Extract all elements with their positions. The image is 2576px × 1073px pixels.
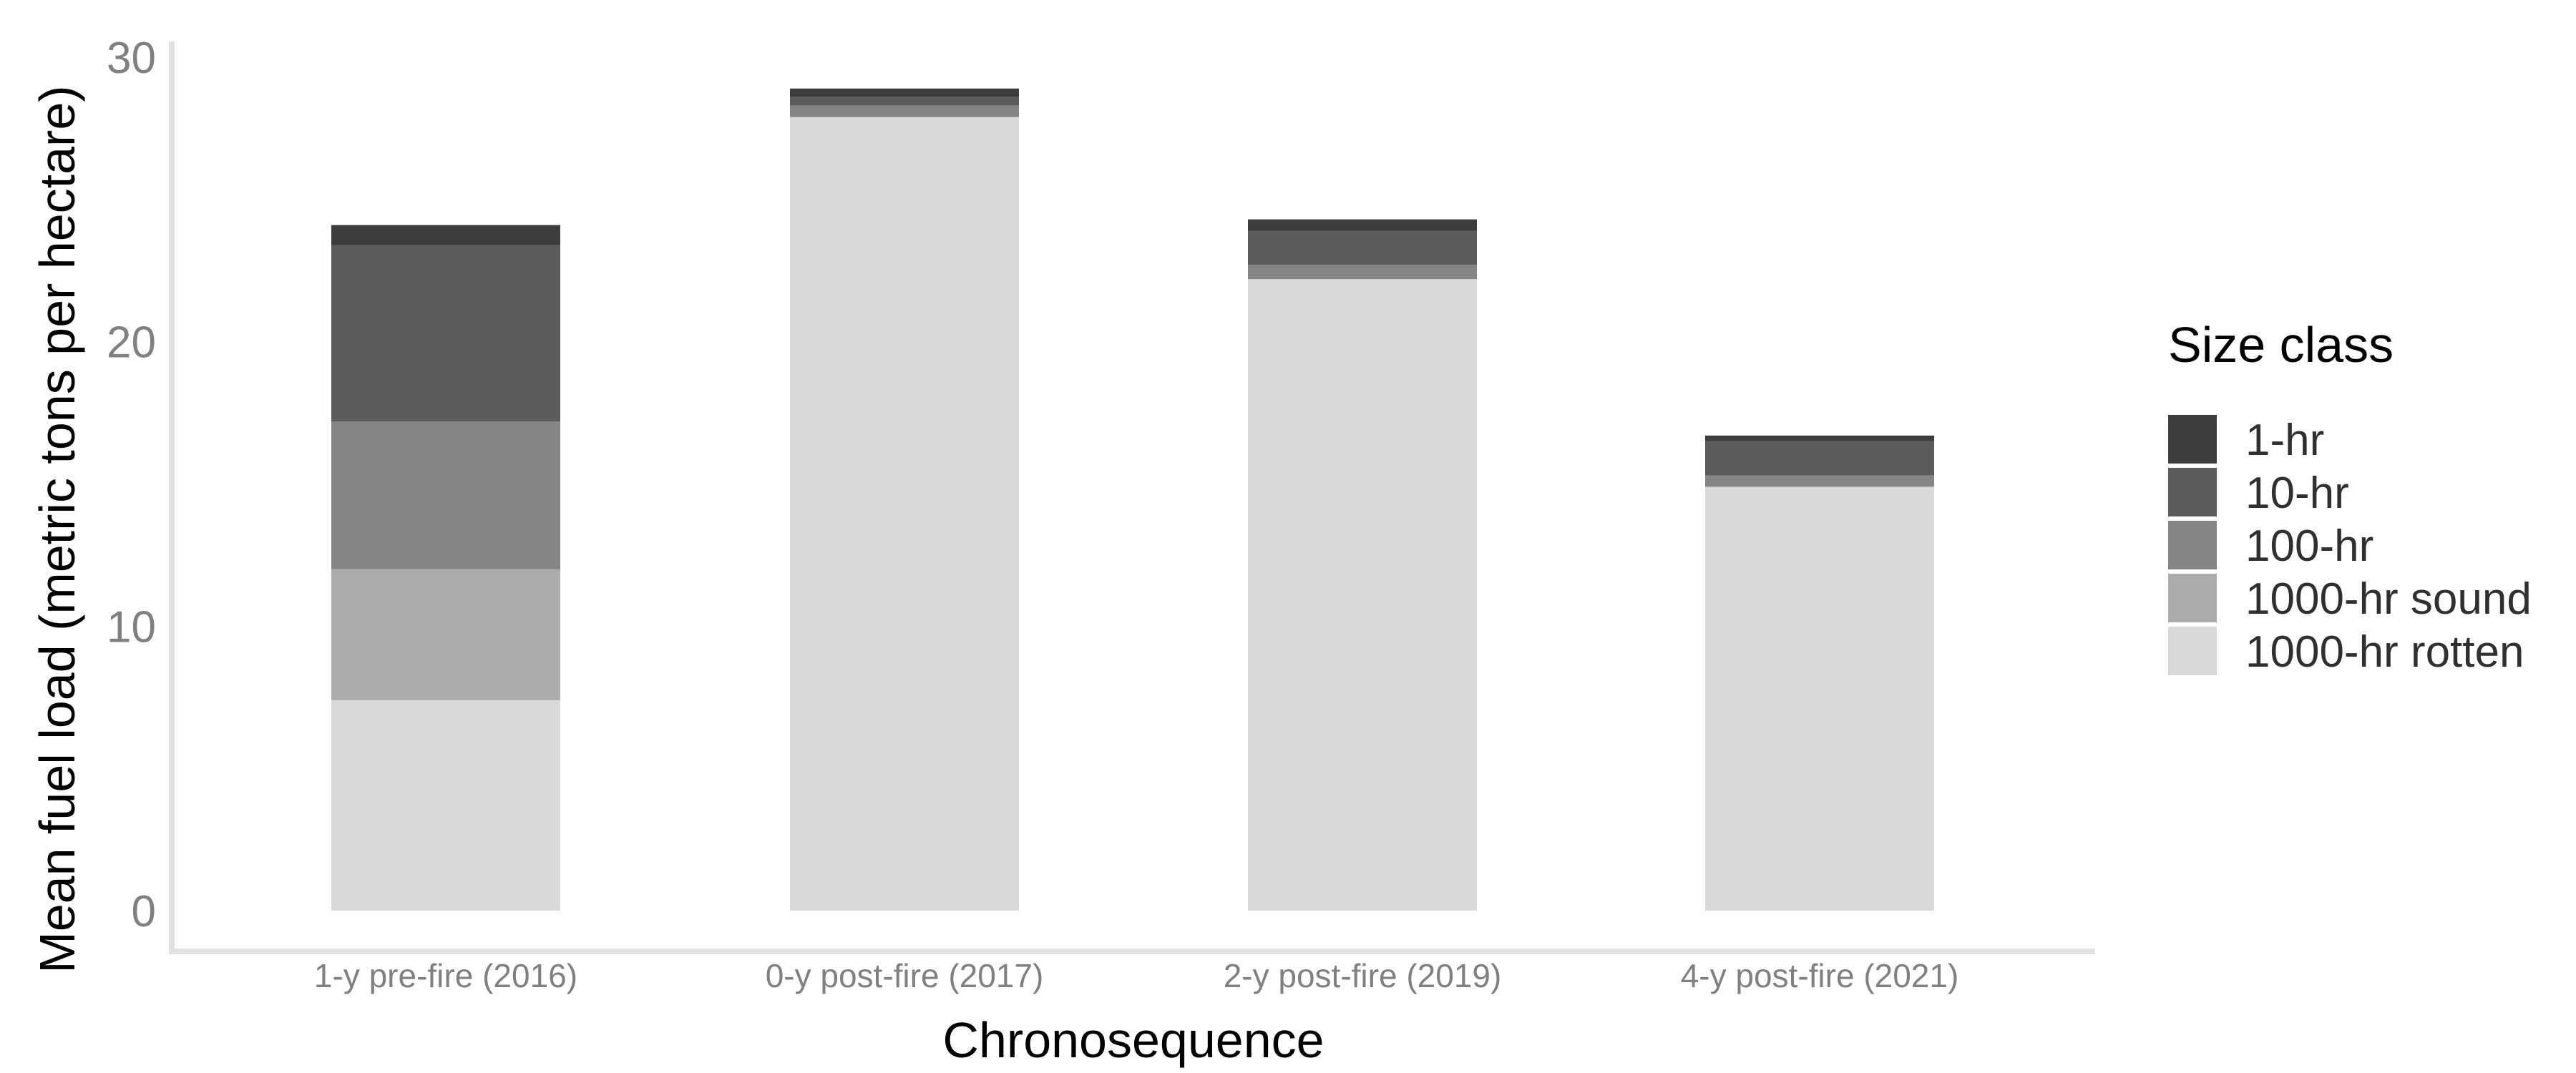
bar-segment (331, 421, 560, 569)
y-tick-labels: 0 10 20 30 (107, 34, 156, 936)
bar-segment (790, 105, 1019, 117)
x-tick-label: 0-y post-fire (2017) (766, 957, 1044, 994)
legend-key (2168, 627, 2217, 675)
bar-segment (1705, 486, 1934, 911)
legend-key (2168, 521, 2217, 569)
bar-segment (331, 245, 560, 422)
axes (169, 41, 2095, 954)
x-tick-labels: 1-y pre-fire (2016) 0-y post-fire (2017) 2… (314, 957, 1958, 994)
legend-key (2168, 468, 2217, 516)
legend-key (2168, 415, 2217, 464)
y-tick-label: 30 (107, 34, 156, 83)
x-tick-label: 1-y pre-fire (2016) (314, 957, 577, 994)
x-axis-title: Chronosequence (942, 1012, 1324, 1068)
legend-label: 10-hr (2245, 469, 2349, 518)
legend-title: Size class (2168, 317, 2394, 373)
x-tick-label: 4-y post-fire (2021) (1681, 957, 1959, 994)
bar-segment (1248, 219, 1477, 231)
legend-label: 1-hr (2245, 416, 2324, 465)
legend-label: 1000-hr rotten (2245, 627, 2524, 677)
bars (331, 88, 1934, 911)
bar-segment (1248, 230, 1477, 265)
y-tick-label: 0 (132, 887, 156, 936)
bar-segment (790, 97, 1019, 106)
bar-segment (790, 117, 1019, 911)
y-tick-label: 20 (107, 318, 156, 368)
bar-segment (1705, 441, 1934, 476)
bar-segment (1248, 279, 1477, 911)
y-axis-title: Mean fuel load (metric tons per hectare) (29, 85, 85, 973)
bar-segment (331, 700, 560, 911)
legend-label: 1000-hr sound (2245, 574, 2532, 624)
bar-segment (1705, 475, 1934, 487)
bar-segment (331, 569, 560, 700)
bar-segment (1248, 265, 1477, 280)
y-tick-label: 10 (107, 602, 156, 652)
bar-segment (1705, 435, 1934, 441)
x-tick-label: 2-y post-fire (2019) (1224, 957, 1502, 994)
legend-label: 100-hr (2245, 521, 2373, 571)
bar-segment (331, 225, 560, 245)
legend-key (2168, 574, 2217, 622)
bar-segment (790, 88, 1019, 97)
